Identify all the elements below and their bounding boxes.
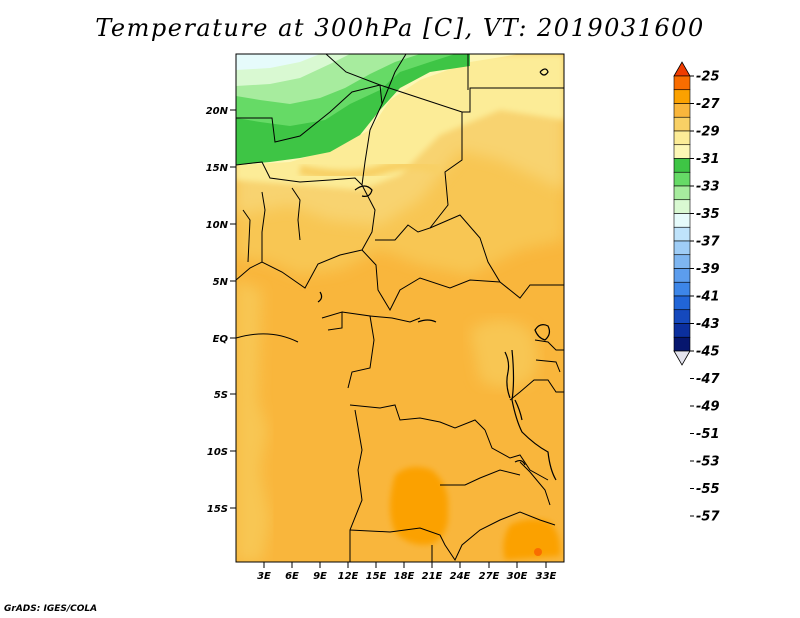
colorbar-segment bbox=[673, 213, 691, 228]
lat-tick: 10N bbox=[206, 220, 236, 231]
lon-tick: 24E bbox=[450, 562, 471, 582]
lat-tick-label: EQ bbox=[213, 334, 229, 345]
colorbar-segment bbox=[673, 226, 691, 242]
colorbar-label: -33 bbox=[696, 180, 720, 195]
colorbar-label: -37 bbox=[696, 235, 720, 250]
lon-tick: 18E bbox=[394, 562, 415, 582]
chart-title: Temperature at 300hPa [C], VT: 201903160… bbox=[95, 14, 705, 42]
lon-tick: 9E bbox=[313, 562, 327, 582]
lon-tick-label: 33E bbox=[536, 571, 557, 582]
lon-tick: 6E bbox=[285, 562, 299, 582]
colorbar-top-arrow bbox=[673, 61, 691, 77]
lon-tick-label: 24E bbox=[450, 571, 471, 582]
lon-tick-label: 27E bbox=[479, 571, 500, 582]
lat-tick: 10S bbox=[207, 447, 236, 458]
colorbar-label: -51 bbox=[696, 427, 720, 442]
lon-tick-label: 9E bbox=[313, 571, 327, 582]
colorbar-segment bbox=[673, 268, 691, 283]
colorbar-segment bbox=[673, 281, 691, 297]
lat-tick: 15S bbox=[207, 504, 236, 515]
lat-tick-label: 10N bbox=[206, 220, 229, 231]
lon-tick: 3E bbox=[257, 562, 271, 582]
lon-tick-label: 30E bbox=[507, 571, 528, 582]
lat-tick: 5N bbox=[213, 277, 236, 288]
colorbar-segment bbox=[673, 295, 691, 311]
lat-tick-label: 10S bbox=[207, 447, 228, 458]
colorbar-label: -35 bbox=[696, 207, 720, 222]
colorbar-segment bbox=[673, 75, 691, 91]
map-border bbox=[235, 53, 565, 563]
lon-tick-label: 6E bbox=[285, 571, 299, 582]
colorbar-label: -39 bbox=[696, 262, 720, 277]
colorbar-segment bbox=[673, 144, 691, 159]
lat-tick: 20N bbox=[206, 106, 236, 117]
lat-tick: 5S bbox=[214, 390, 236, 401]
colorbar-segment bbox=[673, 240, 691, 256]
lon-tick: 27E bbox=[479, 562, 500, 582]
lat-tick-label: 5N bbox=[213, 277, 229, 288]
colorbar-segment bbox=[673, 199, 691, 214]
lat-tick-label: 5S bbox=[214, 390, 228, 401]
lon-axis: 3E 6E 9E 12E 15E 18E 21E 24E 27E 30E 33E bbox=[257, 562, 557, 582]
lat-tick-label: 15S bbox=[207, 504, 228, 515]
lat-axis: 20N 15N 10N 5N EQ 5S 10S 15S bbox=[206, 106, 236, 515]
colorbar-label: -31 bbox=[696, 152, 720, 167]
colorbar-segment bbox=[673, 158, 691, 173]
colorbar-label: -53 bbox=[696, 455, 720, 470]
country-borders bbox=[236, 54, 564, 562]
colorbar-segment bbox=[673, 185, 691, 201]
lon-tick-label: 18E bbox=[394, 571, 415, 582]
lakes-and-coast bbox=[317, 68, 557, 481]
colorbar-segment bbox=[673, 130, 691, 146]
colorbar-label: -55 bbox=[696, 482, 720, 497]
lon-tick-label: 3E bbox=[257, 571, 271, 582]
lon-tick: 30E bbox=[507, 562, 528, 582]
colorbar-segment bbox=[673, 309, 691, 324]
colorbar-label: -27 bbox=[696, 97, 720, 112]
lat-tick-label: 20N bbox=[206, 106, 229, 117]
temperature-field bbox=[236, 54, 564, 562]
colorbar-label: -43 bbox=[696, 317, 720, 332]
credit-label: GrADS: IGES/COLA bbox=[4, 604, 98, 614]
lon-tick: 12E bbox=[338, 562, 359, 582]
colorbar-label: -41 bbox=[696, 290, 720, 305]
colorbar-segment bbox=[673, 323, 691, 338]
lon-tick: 21E bbox=[422, 562, 443, 582]
colorbar: -25 -27 -29 -31 -33 -35 -37 -39 -41 -43 -45 -47 -49 -… bbox=[673, 61, 720, 525]
colorbar-segment bbox=[673, 336, 691, 352]
colorbar-bottom-arrow bbox=[673, 350, 691, 366]
colorbar-segment bbox=[673, 103, 691, 118]
lat-tick: EQ bbox=[213, 334, 236, 345]
colorbar-label: -45 bbox=[696, 345, 720, 360]
lat-tick: 15N bbox=[206, 163, 236, 174]
lon-tick-label: 15E bbox=[366, 571, 387, 582]
lon-tick-label: 12E bbox=[338, 571, 359, 582]
colorbar-segment bbox=[673, 89, 691, 104]
colorbar-label: -29 bbox=[696, 125, 720, 140]
lon-tick: 15E bbox=[366, 562, 387, 582]
colorbar-label: -57 bbox=[696, 510, 720, 525]
lon-tick-label: 21E bbox=[422, 571, 443, 582]
colorbar-segment bbox=[673, 254, 691, 269]
colorbar-segment bbox=[673, 116, 691, 132]
colorbar-label: -25 bbox=[696, 70, 720, 85]
colorbar-label: -49 bbox=[696, 400, 720, 415]
colorbar-segment bbox=[673, 171, 691, 187]
lon-tick: 33E bbox=[536, 562, 557, 582]
colorbar-label: -47 bbox=[696, 372, 720, 387]
lat-tick-label: 15N bbox=[206, 163, 229, 174]
